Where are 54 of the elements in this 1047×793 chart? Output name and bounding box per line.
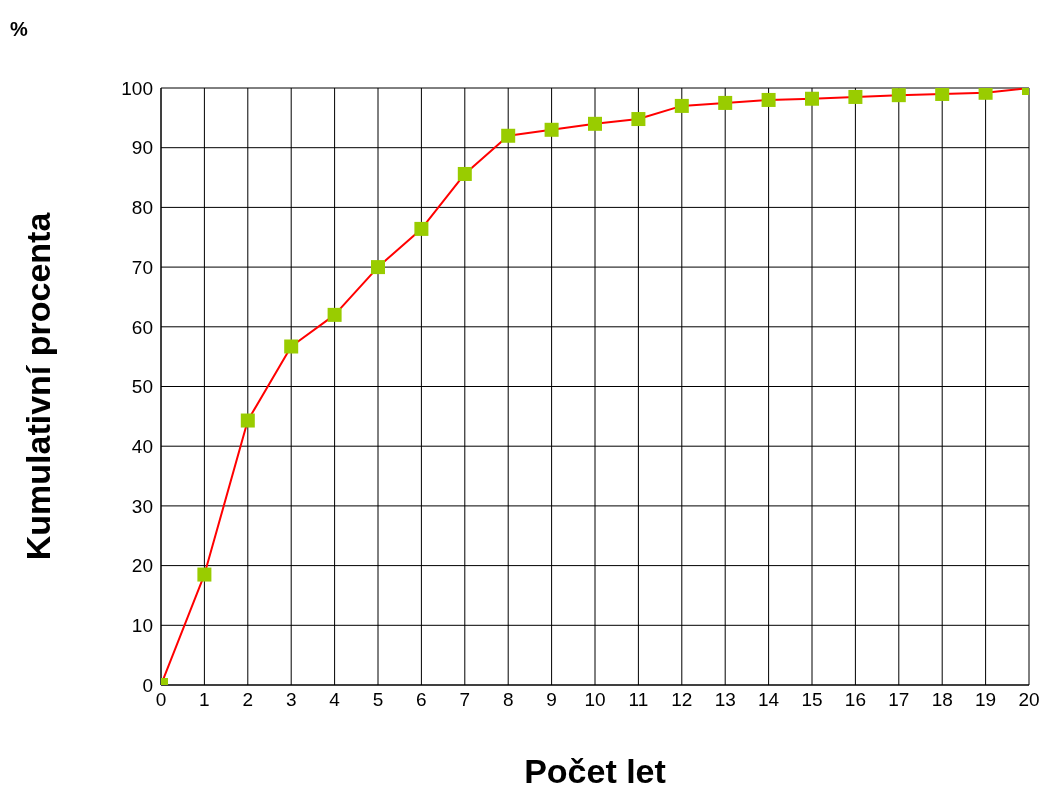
- y-tick-label: 30: [131, 495, 153, 517]
- point: [240, 413, 255, 428]
- x-tick-label: 18: [931, 689, 953, 711]
- point: [674, 98, 689, 113]
- x-tick-label: 19: [975, 689, 997, 711]
- point: [588, 116, 602, 131]
- y-tick-label: 0: [142, 674, 153, 696]
- point: [761, 92, 776, 107]
- point: [197, 567, 212, 582]
- point: [457, 166, 472, 181]
- x-tick-label: 3: [285, 689, 297, 711]
- x-tick-label: 15: [801, 689, 823, 711]
- x-tick-label: 6: [416, 689, 427, 711]
- x-tick-label: 0: [155, 689, 167, 711]
- y-tick-label: 70: [131, 256, 153, 278]
- x-tick-label: 17: [888, 689, 910, 711]
- text: %: [10, 18, 28, 41]
- point: [805, 91, 819, 106]
- x-tick-label: 9: [546, 689, 557, 711]
- point: [891, 88, 906, 103]
- point: [718, 95, 733, 110]
- y-tick-label: 50: [131, 376, 153, 398]
- x-tick-label: 7: [459, 689, 471, 711]
- x-tick-label: 2: [242, 689, 254, 711]
- point: [935, 88, 950, 101]
- x-tick-label: 11: [628, 689, 649, 711]
- point: [501, 128, 516, 143]
- x-tick-label: 16: [844, 689, 866, 711]
- x-tick-label: 4: [329, 689, 341, 711]
- y-tick-label: 20: [131, 555, 153, 577]
- x-tick-label: 14: [758, 689, 780, 711]
- y-tick-label: 80: [131, 197, 153, 219]
- point: [327, 307, 342, 322]
- x-tick-label: 10: [584, 689, 606, 711]
- y-tick-label: 10: [131, 615, 153, 637]
- x-tick-label: 5: [372, 689, 384, 711]
- y-tick-label: 40: [131, 435, 153, 457]
- point: [631, 112, 646, 127]
- x-axis-title: Počet let: [524, 752, 666, 790]
- y-tick-label: 90: [131, 137, 153, 159]
- point: [414, 221, 429, 236]
- point: [544, 122, 559, 137]
- y-axis-title: Kumulativní procenta: [19, 211, 58, 561]
- point: [371, 260, 385, 275]
- x-tick-label: 12: [671, 689, 693, 711]
- x-tick-label: 8: [502, 689, 514, 711]
- point: [284, 339, 299, 354]
- y-tick-label: 60: [131, 316, 153, 338]
- x-tick-label: 13: [714, 689, 736, 711]
- x-tick-label: 1: [199, 689, 210, 711]
- point: [848, 89, 863, 104]
- point: [978, 88, 993, 100]
- x-tick-label: 20: [1018, 689, 1040, 711]
- y-tick-label: 100: [121, 77, 153, 99]
